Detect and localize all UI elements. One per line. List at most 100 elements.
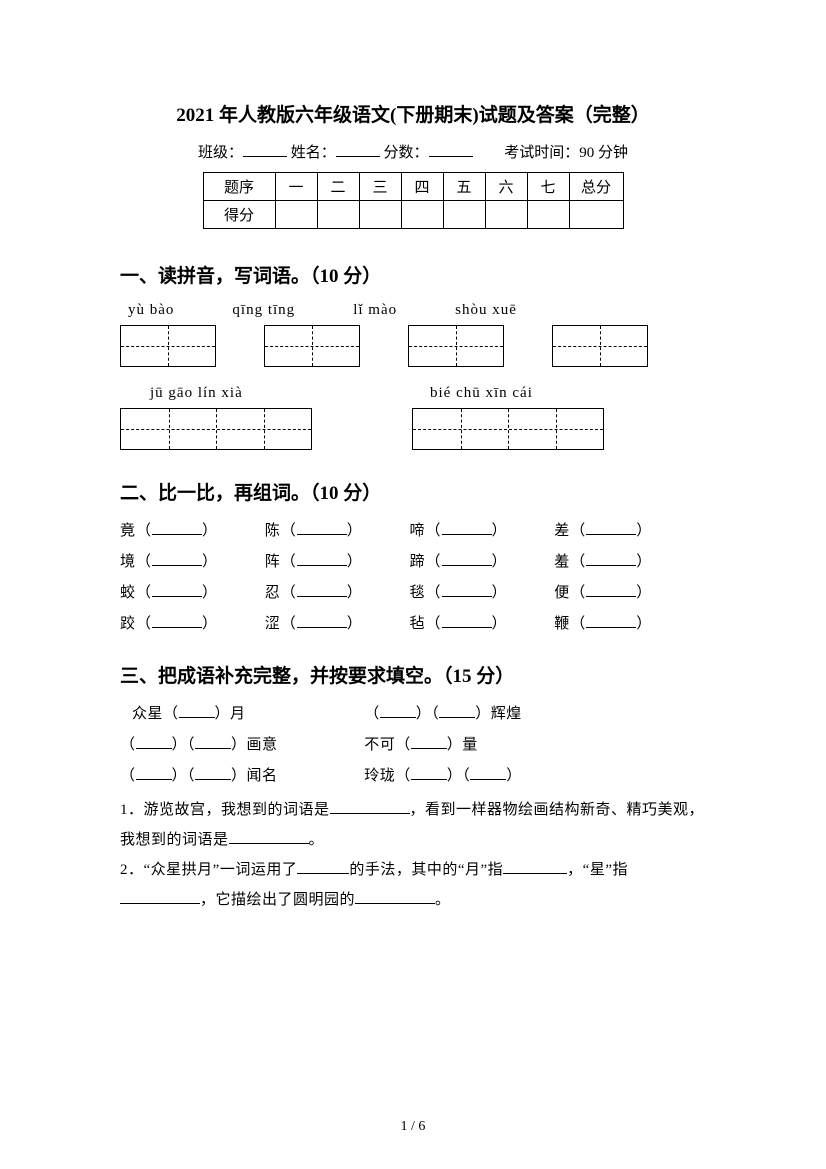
q2-blank[interactable] [152,615,202,628]
char-input-box[interactable] [120,325,216,367]
col-header: 二 [317,173,359,201]
fill-blank[interactable] [120,891,200,904]
idiom-text: ）（ [447,768,471,784]
fill-blank[interactable] [330,801,410,814]
q2-char: 陈 [265,523,281,539]
q2-char: 啼 [410,523,426,539]
idiom-blank[interactable] [439,705,475,718]
q2-blank[interactable] [297,553,347,566]
q2-char: 跤 [120,616,136,632]
pinyin-row: yù bào qīng tīng lǐ mào shòu xuē [120,302,706,319]
q2-blank[interactable] [297,584,347,597]
q3-text: 1．游览故宫，我想到的词语是 [120,802,330,818]
q2-blank[interactable] [297,615,347,628]
q2-blank[interactable] [586,584,636,597]
idiom-blank[interactable] [195,767,231,780]
q2-char: 涩 [265,616,281,632]
q2-row: 跤（） 涩（） 毡（） 鞭（） [120,612,706,633]
q2-row: 境（） 阵（） 蹄（） 羞（） [120,550,706,571]
q3-text: 的手法，其中的“月”指 [349,862,503,878]
q2-blank[interactable] [152,522,202,535]
q2-char: 鞭 [554,616,570,632]
char-input-box[interactable] [412,408,604,450]
idiom-blank[interactable] [195,736,231,749]
name-blank[interactable] [336,143,380,157]
col-header: 三 [359,173,401,201]
q2-char: 便 [554,585,570,601]
name-label: 姓名： [291,145,336,161]
q2-blank[interactable] [586,522,636,535]
char-input-box[interactable] [264,325,360,367]
idiom-text: ）闻名 [231,768,278,784]
score-cell[interactable] [443,201,485,229]
pinyin-item: lǐ mào [353,302,397,319]
idiom-text: （ [120,737,136,753]
idiom-text: ）辉煌 [475,706,522,722]
q3-fill-text: 1．游览故宫，我想到的词语是，看到一样器物绘画结构新奇、精巧美观，我想到的词语是… [120,795,706,855]
q2-blank[interactable] [152,584,202,597]
q3-idiom-row: （）（）闻名 玲珑（）（） [120,764,706,785]
score-cell[interactable] [485,201,527,229]
score-table: 题序 一 二 三 四 五 六 七 总分 得分 [203,172,624,229]
q2-blank[interactable] [297,522,347,535]
idiom-blank[interactable] [380,705,416,718]
char-boxes-row [120,408,706,450]
idiom-blank[interactable] [136,736,172,749]
idiom-text: ）（ [416,706,440,722]
char-input-box[interactable] [552,325,648,367]
score-cell[interactable] [359,201,401,229]
score-cell[interactable] [317,201,359,229]
q2-blank[interactable] [152,553,202,566]
score-cell[interactable] [569,201,623,229]
page-number: 1 / 6 [0,1119,826,1135]
class-blank[interactable] [243,143,287,157]
fill-blank[interactable] [297,861,349,874]
q2-blank[interactable] [442,615,492,628]
idiom-text: ）量 [447,737,478,753]
score-blank[interactable] [429,143,473,157]
idiom-blank[interactable] [411,767,447,780]
page-title: 2021 年人教版六年级语文(下册期末)试题及答案（完整） [120,100,706,127]
q3-idiom-row: （）（）画意 不可（）量 [120,733,706,754]
q3-fill-text: 2．“众星拱月”一词运用了的手法，其中的“月”指，“星”指，它描绘出了圆明园的。 [120,855,706,915]
score-cell[interactable] [527,201,569,229]
fill-blank[interactable] [229,831,309,844]
idiom-blank[interactable] [470,767,506,780]
table-row: 题序 一 二 三 四 五 六 七 总分 [203,173,623,201]
char-boxes-row [120,325,706,367]
col-header: 一 [275,173,317,201]
q3-text: 。 [435,892,451,908]
pinyin-item: shòu xuē [455,302,517,319]
pinyin-item: yù bào [128,302,174,319]
q2-blank[interactable] [586,615,636,628]
q2-blank[interactable] [442,584,492,597]
score-cell[interactable] [401,201,443,229]
char-input-box[interactable] [408,325,504,367]
char-input-box[interactable] [120,408,312,450]
table-row: 得分 [203,201,623,229]
q3-text: 2．“众星拱月”一词运用了 [120,862,297,878]
section3-header: 三、把成语补充完整，并按要求填空。（15 分） [120,661,706,688]
idiom-text: 众星（ [132,706,179,722]
q2-char: 忍 [265,585,281,601]
q2-char: 差 [554,523,570,539]
info-line: 班级： 姓名： 分数： 考试时间：90 分钟 [120,141,706,162]
q3-text: ，“星”指 [567,862,628,878]
fill-blank[interactable] [503,861,567,874]
q2-char: 阵 [265,554,281,570]
fill-blank[interactable] [355,891,435,904]
pinyin-row: jū gāo lín xià bié chū xīn cái [120,385,706,402]
idiom-blank[interactable] [136,767,172,780]
q2-blank[interactable] [442,522,492,535]
q2-blank[interactable] [586,553,636,566]
row-label: 题序 [203,173,275,201]
pinyin-item: bié chū xīn cái [430,385,533,402]
idiom-blank[interactable] [179,705,215,718]
score-cell[interactable] [275,201,317,229]
idiom-blank[interactable] [411,736,447,749]
pinyin-item: qīng tīng [232,302,295,319]
col-header: 六 [485,173,527,201]
q2-blank[interactable] [442,553,492,566]
idiom-text: 玲珑（ [364,768,411,784]
q3-idiom-row: 众星（）月 （）（）辉煌 [120,702,706,723]
